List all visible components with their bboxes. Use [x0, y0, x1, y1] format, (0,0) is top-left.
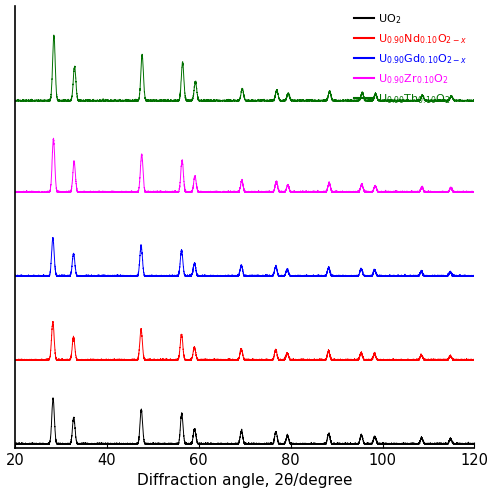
- X-axis label: Diffraction angle, 2θ/degree: Diffraction angle, 2θ/degree: [137, 473, 352, 489]
- Legend: UO$_{2}$, U$_{0.90}$Nd$_{0.10}$O$_{2-x}$, U$_{0.90}$Gd$_{0.10}$O$_{2-x}$, U$_{0.: UO$_{2}$, U$_{0.90}$Nd$_{0.10}$O$_{2-x}$…: [350, 8, 472, 110]
